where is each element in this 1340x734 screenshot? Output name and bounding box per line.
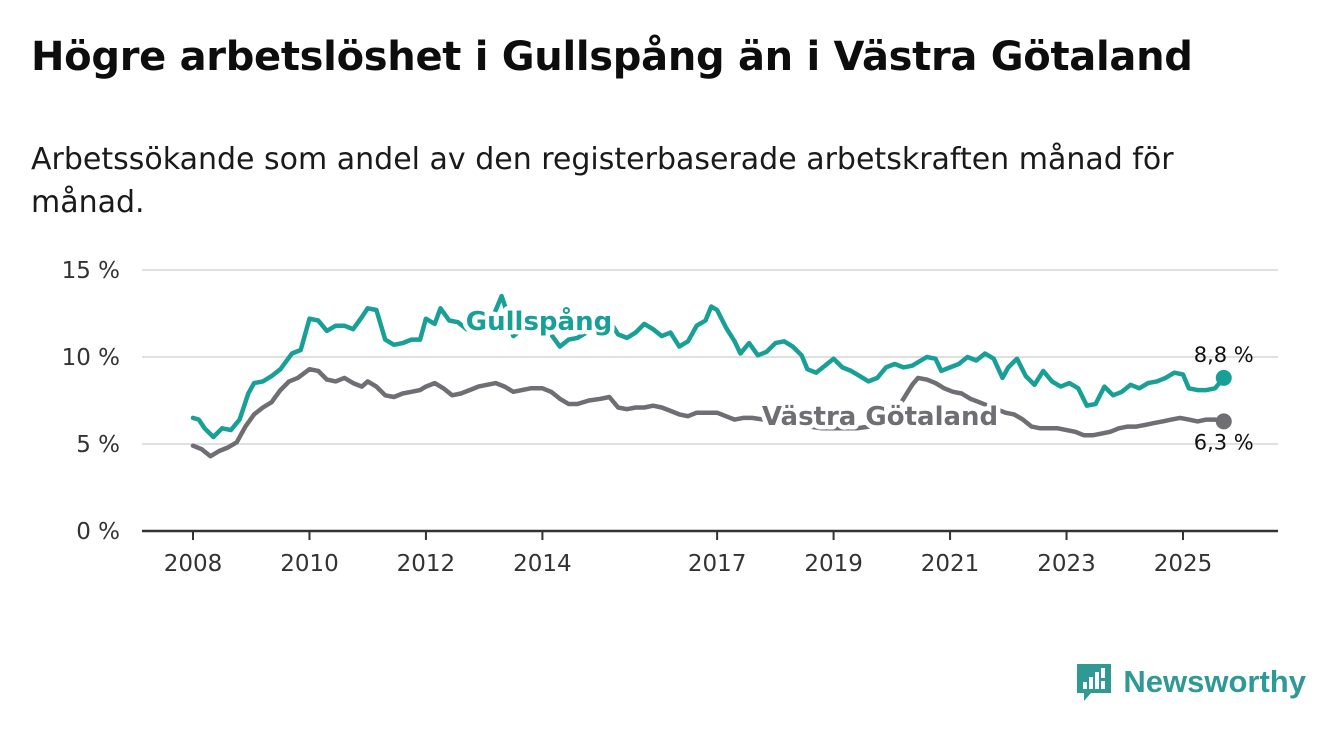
x-tick-label: 2010: [280, 551, 339, 577]
end-value-label-gullspang: 8,8 %: [1194, 343, 1254, 367]
series-line-gullspang: [190, 293, 1227, 440]
bar-chart-logo-icon: [1077, 664, 1112, 701]
end-value-label-vastra-gotaland: 6,3 %: [1194, 430, 1254, 454]
series-label-vastra-gotaland-halo: Västra Götaland: [762, 402, 998, 432]
series-endpoint-vastra-gotaland: [1215, 413, 1232, 430]
y-tick-label: 15 %: [62, 258, 120, 284]
x-tick-label: 2017: [688, 551, 747, 577]
x-tick-label: 2025: [1154, 551, 1213, 577]
y-tick-label: 0 %: [76, 519, 120, 545]
x-tick-label: 2019: [804, 551, 863, 577]
chart-title: Högre arbetslöshet i Gullspång än i Väst…: [31, 34, 1193, 80]
series-label-vastra-gotaland: Västra Götaland: [762, 402, 998, 432]
x-tick-label: 2008: [164, 551, 223, 577]
series-line-vastra-gotaland: [190, 366, 1227, 459]
x-tick-label: 2012: [397, 551, 456, 577]
series-layer: [190, 293, 1232, 459]
series-label-gullspang-halo: Gullspång: [466, 305, 612, 337]
brand-name: Newsworthy: [1123, 664, 1306, 699]
brand-logo: Newsworthy: [1075, 662, 1306, 702]
series-label-gullspang: Gullspång: [466, 305, 612, 337]
y-tick-label: 10 %: [62, 345, 120, 371]
x-tick-label: 2014: [513, 551, 572, 577]
x-tick-label: 2023: [1037, 551, 1096, 577]
y-tick-label: 5 %: [76, 432, 120, 458]
grid-layer: 0 % 5 % 10 % 15 % 2008 2010 2012 2014 2017 2019 20…: [62, 258, 1278, 577]
x-tick-label: 2021: [921, 551, 980, 577]
series-endpoint-gullspang: [1215, 369, 1232, 386]
chart-subtitle: Arbetssökande som andel av den registerb…: [31, 142, 1174, 220]
